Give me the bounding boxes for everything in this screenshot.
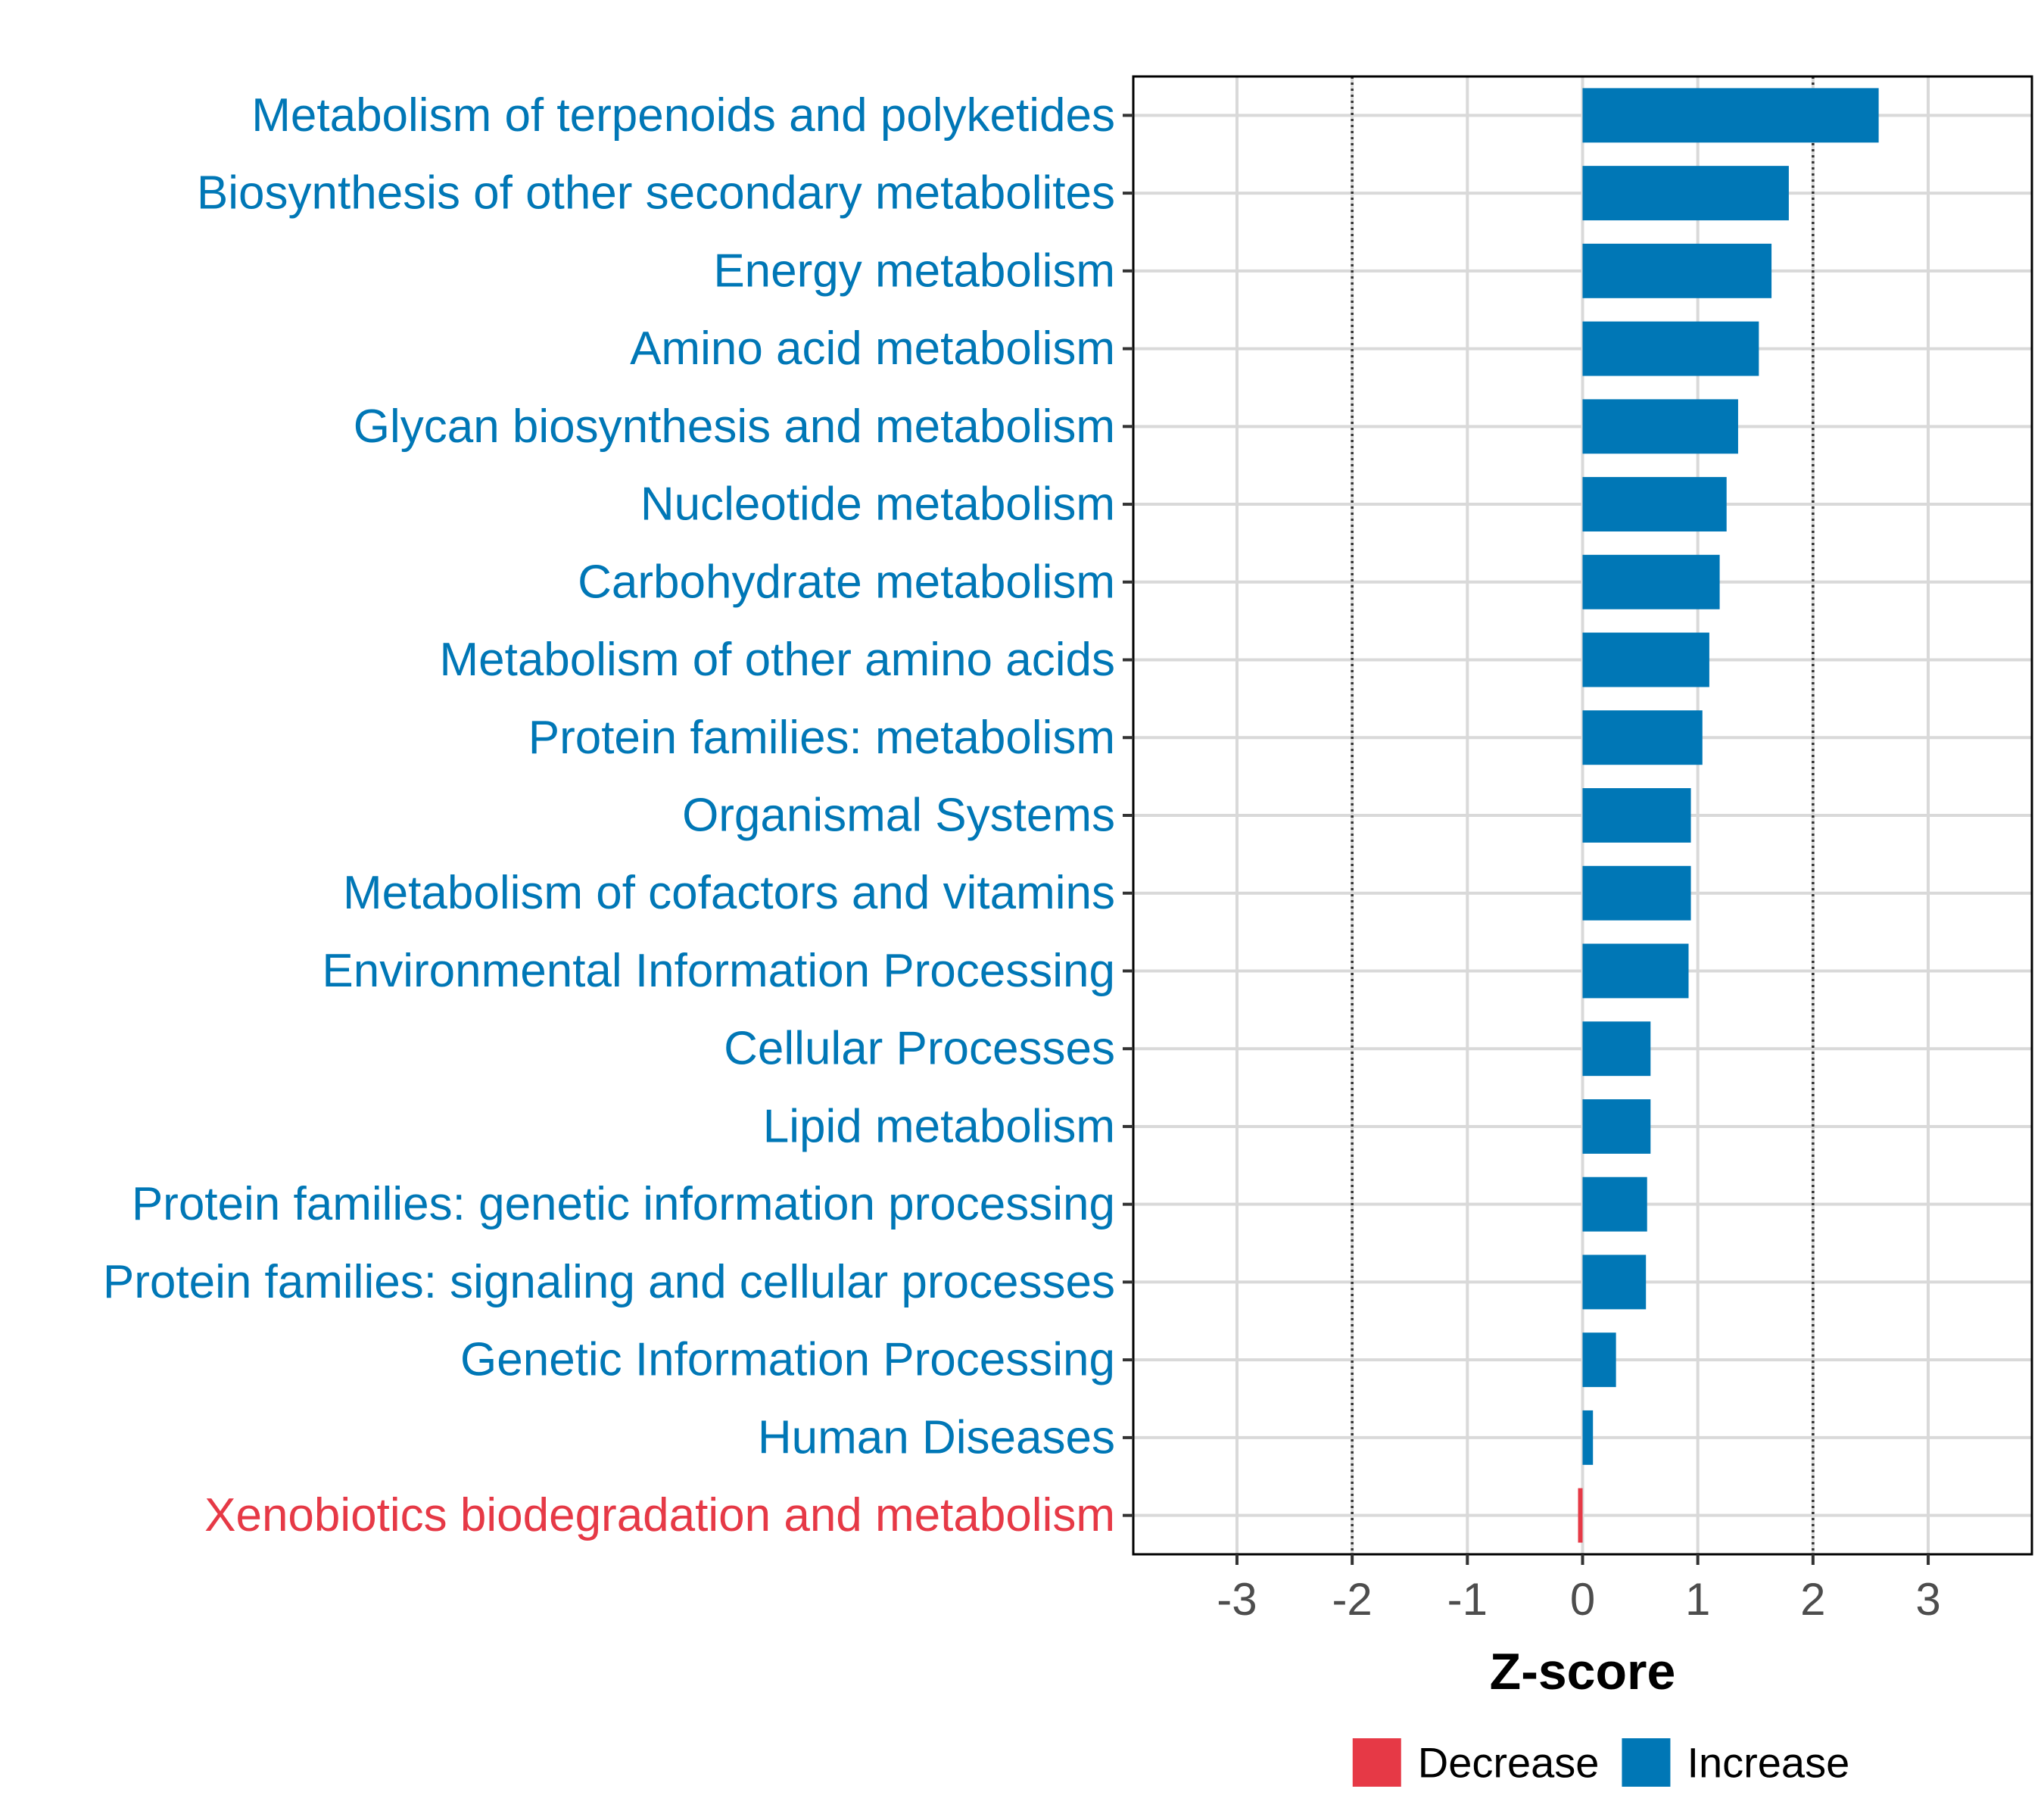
bar [1582,554,1720,609]
bar [1582,399,1738,454]
legend-swatch-increase [1622,1738,1671,1787]
bar [1582,1099,1651,1154]
x-tick-label: 2 [1800,1574,1825,1625]
bar [1582,865,1691,921]
category-label: Carbohydrate metabolism [578,556,1115,608]
category-label: Protein families: metabolism [528,712,1115,764]
bar [1582,1021,1651,1077]
legend-label-decrease: Decrease [1418,1739,1600,1787]
category-label: Metabolism of terpenoids and polyketides [251,89,1115,142]
category-label: Protein families: signaling and cellular… [103,1256,1115,1308]
category-label: Environmental Information Processing [322,945,1115,997]
bar [1582,1177,1647,1232]
bar [1582,788,1691,843]
bar [1582,1332,1616,1388]
bar [1582,632,1709,687]
y-axis-labels: Metabolism of terpenoids and polyketides… [103,89,1115,1541]
category-label: Amino acid metabolism [630,323,1115,375]
bars [1578,88,1879,1543]
legend-swatch-decrease [1352,1738,1401,1787]
bar [1582,1254,1647,1310]
category-label: Cellular Processes [724,1023,1115,1075]
bar [1582,477,1727,532]
bar [1578,1488,1583,1543]
x-tick-label: -3 [1217,1574,1257,1625]
x-tick-label: 0 [1570,1574,1595,1625]
x-tick-label: -2 [1332,1574,1372,1625]
category-label: Protein families: genetic information pr… [132,1178,1115,1230]
x-tick-label: 3 [1915,1574,1940,1625]
category-label: Nucleotide metabolism [640,478,1115,531]
category-label: Metabolism of cofactors and vitamins [343,867,1115,919]
reference-lines [1351,76,1815,1554]
category-label: Energy metabolism [713,245,1115,297]
bar [1582,166,1789,221]
category-label: Biosynthesis of other secondary metaboli… [197,167,1115,220]
y-axis-ticks [1123,114,1133,1517]
x-tick-label: -1 [1447,1574,1488,1625]
category-label: Lipid metabolism [763,1100,1115,1152]
bar [1582,943,1689,999]
x-axis-ticks [1235,1554,1930,1565]
x-axis-labels: -3 -2 -1 0 1 2 3 [1217,1574,1940,1625]
legend-label-increase: Increase [1687,1739,1849,1787]
category-label: Genetic Information Processing [460,1334,1115,1386]
category-label: Organismal Systems [682,790,1115,842]
category-label: Xenobiotics biodegradation and metabolis… [204,1489,1115,1541]
bar [1582,1410,1594,1465]
bar [1582,710,1703,765]
bar [1582,88,1879,143]
x-tick-label: 1 [1685,1574,1710,1625]
category-label: Human Diseases [758,1411,1115,1463]
bar [1582,243,1772,298]
x-axis-title: Z-score [1490,1643,1676,1700]
legend: Decrease Increase [1352,1738,1849,1787]
category-label: Metabolism of other amino acids [439,634,1115,686]
bar [1582,321,1759,376]
category-label: Glycan biosynthesis and metabolism [354,400,1115,453]
